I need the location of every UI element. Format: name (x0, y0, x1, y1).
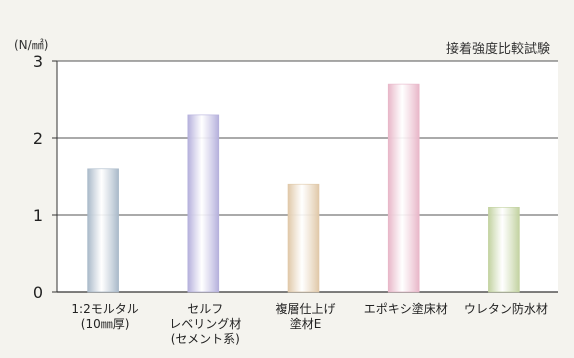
bar (387, 83, 420, 293)
y-tick-label: 0 (33, 283, 43, 302)
bar (187, 114, 220, 293)
y-unit-label: (N/㎟) (14, 38, 49, 52)
x-tick-label: レベリング材 (169, 317, 241, 331)
x-tick-label: エポキシ塗床材 (364, 301, 448, 316)
x-tick-label: セルフ (187, 302, 223, 316)
x-tick-label: (セメント系) (171, 332, 240, 346)
x-tick-label: (10㎜厚) (81, 317, 130, 331)
bar (87, 168, 119, 293)
x-tick-label: ウレタン防水材 (464, 301, 548, 316)
chart-title: 接着強度比較試験 (445, 42, 550, 57)
x-tick-label: 1:2モルタル (71, 302, 138, 316)
bar (488, 207, 520, 293)
y-tick-label: 2 (33, 129, 43, 148)
x-tick-label: 塗材E (290, 316, 322, 331)
bar (287, 183, 320, 293)
x-tick-label: 複層仕上げ (275, 301, 335, 316)
y-tick-label: 1 (33, 206, 43, 225)
y-tick-label: 3 (33, 52, 43, 71)
